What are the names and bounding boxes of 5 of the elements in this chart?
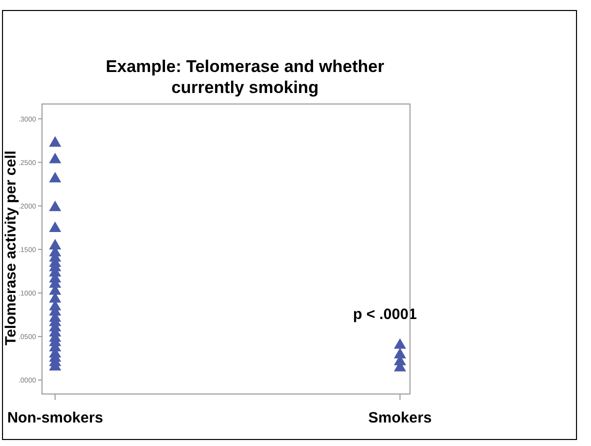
y-axis-title: Telomerase activity per cell	[2, 150, 20, 346]
x-tick-label: Smokers	[368, 410, 432, 427]
annotation: p < .0001	[353, 306, 417, 323]
chart-title: Example: Telomerase and whether currently smoking	[104, 56, 386, 98]
x-tick-label: Non-smokers	[7, 410, 104, 427]
